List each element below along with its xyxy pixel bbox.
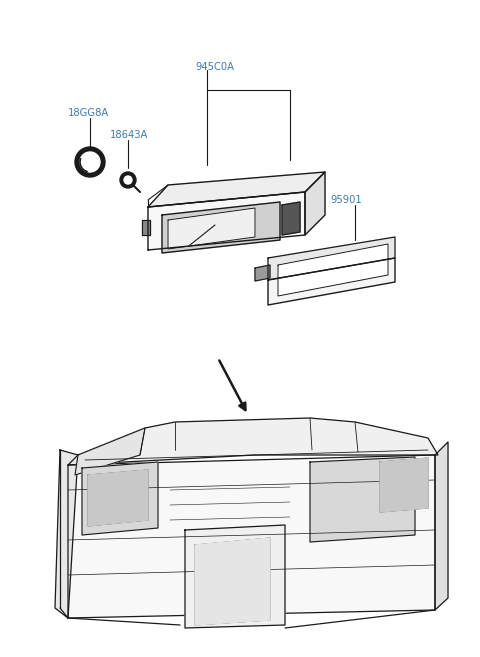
Polygon shape — [68, 455, 435, 618]
Polygon shape — [162, 202, 280, 253]
Text: 18GG8A: 18GG8A — [68, 108, 109, 118]
Polygon shape — [195, 538, 270, 625]
Polygon shape — [148, 192, 305, 250]
Text: 18643A: 18643A — [110, 130, 148, 140]
Text: 945C0A: 945C0A — [195, 62, 234, 72]
Polygon shape — [148, 172, 325, 207]
Circle shape — [124, 176, 132, 184]
Text: 95901: 95901 — [330, 195, 362, 205]
Polygon shape — [185, 525, 285, 628]
Polygon shape — [268, 258, 395, 305]
Polygon shape — [55, 450, 78, 618]
Polygon shape — [88, 470, 148, 526]
Circle shape — [80, 152, 100, 172]
Polygon shape — [68, 418, 438, 465]
Polygon shape — [278, 244, 388, 296]
Polygon shape — [268, 237, 395, 280]
Circle shape — [120, 172, 136, 188]
Polygon shape — [435, 442, 448, 610]
Polygon shape — [168, 208, 255, 249]
Polygon shape — [255, 265, 270, 281]
Polygon shape — [380, 458, 428, 512]
Polygon shape — [305, 172, 325, 235]
Polygon shape — [310, 457, 415, 542]
Polygon shape — [142, 220, 150, 235]
Circle shape — [75, 147, 105, 177]
Polygon shape — [282, 202, 300, 235]
Polygon shape — [75, 428, 145, 475]
Polygon shape — [82, 462, 158, 535]
